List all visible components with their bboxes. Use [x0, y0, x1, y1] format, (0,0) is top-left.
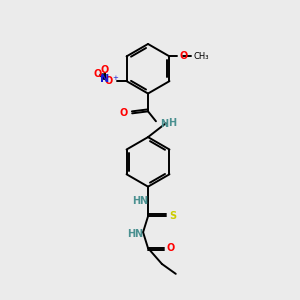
Text: N: N [100, 74, 110, 84]
Text: O: O [179, 51, 188, 62]
Text: N: N [160, 119, 168, 129]
Text: N: N [139, 196, 147, 206]
Text: H: H [127, 229, 135, 239]
Text: O: O [120, 108, 128, 118]
Text: O: O [100, 65, 109, 75]
Text: O: O [167, 243, 175, 253]
Text: CH₃: CH₃ [193, 52, 209, 61]
Text: +: + [113, 75, 118, 81]
Text: H: H [132, 196, 140, 206]
Text: H: H [168, 118, 176, 128]
Text: S: S [169, 212, 176, 221]
Text: O: O [94, 69, 102, 79]
Text: N: N [134, 229, 142, 239]
Text: O: O [104, 76, 113, 86]
